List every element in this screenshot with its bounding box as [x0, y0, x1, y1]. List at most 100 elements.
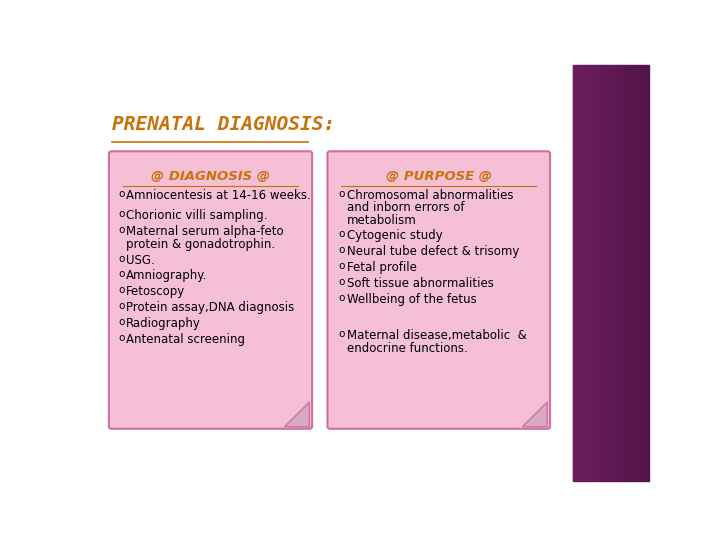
Bar: [581, 65, 582, 481]
Bar: [643, 65, 644, 481]
Text: Maternal disease,metabolic  &: Maternal disease,metabolic &: [347, 329, 527, 342]
Bar: [597, 65, 598, 481]
Text: Chorionic villi sampling.: Chorionic villi sampling.: [126, 210, 267, 222]
Text: o: o: [118, 317, 125, 327]
Bar: [637, 65, 638, 481]
Bar: [615, 65, 616, 481]
Bar: [596, 65, 597, 481]
Bar: [612, 65, 613, 481]
Bar: [579, 65, 580, 481]
Bar: [601, 65, 602, 481]
Bar: [624, 65, 626, 481]
Bar: [631, 65, 632, 481]
Bar: [616, 65, 617, 481]
Text: o: o: [118, 188, 125, 199]
Text: Protein assay,DNA diagnosis: Protein assay,DNA diagnosis: [126, 301, 294, 314]
Bar: [583, 65, 585, 481]
Text: Soft tissue abnormalities: Soft tissue abnormalities: [347, 277, 494, 290]
Bar: [599, 65, 600, 481]
Bar: [576, 65, 577, 481]
Bar: [622, 65, 623, 481]
Bar: [585, 65, 586, 481]
Text: @ DIAGNOSIS @: @ DIAGNOSIS @: [151, 170, 270, 183]
Bar: [593, 65, 595, 481]
Bar: [613, 65, 615, 481]
Text: o: o: [338, 277, 345, 287]
Bar: [630, 65, 631, 481]
Bar: [607, 65, 608, 481]
Text: Chromosomal abnormalities: Chromosomal abnormalities: [347, 188, 513, 202]
Text: Maternal serum alpha-feto: Maternal serum alpha-feto: [126, 225, 283, 238]
Bar: [633, 65, 634, 481]
Bar: [608, 65, 609, 481]
Text: Fetoscopy: Fetoscopy: [126, 285, 185, 298]
Text: o: o: [338, 245, 345, 255]
Text: Radiography: Radiography: [126, 317, 201, 330]
Text: metabolism: metabolism: [347, 214, 417, 227]
Bar: [610, 65, 611, 481]
Bar: [620, 65, 621, 481]
Text: o: o: [118, 210, 125, 219]
Bar: [648, 65, 649, 481]
Bar: [641, 65, 642, 481]
Bar: [647, 65, 648, 481]
Polygon shape: [284, 402, 310, 427]
Text: o: o: [118, 269, 125, 279]
Bar: [573, 65, 575, 481]
Bar: [621, 65, 622, 481]
Bar: [634, 65, 636, 481]
Bar: [578, 65, 579, 481]
Text: Wellbeing of the fetus: Wellbeing of the fetus: [347, 293, 477, 306]
Bar: [619, 65, 620, 481]
Bar: [606, 65, 607, 481]
Bar: [644, 65, 646, 481]
Bar: [640, 65, 641, 481]
Bar: [603, 65, 605, 481]
Bar: [609, 65, 610, 481]
Bar: [627, 65, 628, 481]
Text: Antenatal screening: Antenatal screening: [126, 333, 245, 346]
Text: protein & gonadotrophin.: protein & gonadotrophin.: [126, 238, 275, 251]
Bar: [623, 65, 624, 481]
Bar: [580, 65, 581, 481]
Text: PRENATAL DIAGNOSIS:: PRENATAL DIAGNOSIS:: [112, 114, 336, 134]
Text: o: o: [338, 188, 345, 199]
Text: Neural tube defect & trisomy: Neural tube defect & trisomy: [347, 245, 519, 258]
Bar: [611, 65, 612, 481]
FancyBboxPatch shape: [109, 151, 312, 429]
Text: o: o: [118, 254, 125, 264]
Bar: [646, 65, 647, 481]
Text: o: o: [118, 301, 125, 311]
Bar: [577, 65, 578, 481]
Bar: [626, 65, 627, 481]
Bar: [642, 65, 643, 481]
Bar: [589, 65, 590, 481]
Bar: [586, 65, 587, 481]
Bar: [598, 65, 599, 481]
Text: endocrine functions.: endocrine functions.: [347, 342, 468, 355]
Bar: [595, 65, 596, 481]
Bar: [575, 65, 576, 481]
Text: Fetal profile: Fetal profile: [347, 261, 417, 274]
Text: o: o: [118, 225, 125, 235]
Bar: [629, 65, 630, 481]
Bar: [592, 65, 593, 481]
Text: o: o: [118, 333, 125, 342]
Bar: [636, 65, 637, 481]
Text: o: o: [338, 293, 345, 302]
Bar: [572, 65, 573, 481]
Bar: [638, 65, 639, 481]
Bar: [639, 65, 640, 481]
Bar: [628, 65, 629, 481]
Bar: [587, 65, 588, 481]
Text: @ PURPOSE @: @ PURPOSE @: [386, 170, 492, 183]
Text: o: o: [338, 261, 345, 271]
Text: USG.: USG.: [126, 254, 154, 267]
Bar: [582, 65, 583, 481]
Text: Amniography.: Amniography.: [126, 269, 207, 282]
Text: and inborn errors of: and inborn errors of: [347, 201, 464, 214]
Text: Cytogenic study: Cytogenic study: [347, 230, 443, 242]
Bar: [602, 65, 603, 481]
Text: o: o: [338, 329, 345, 339]
Text: Amniocentesis at 14-16 weeks.: Amniocentesis at 14-16 weeks.: [126, 188, 310, 202]
